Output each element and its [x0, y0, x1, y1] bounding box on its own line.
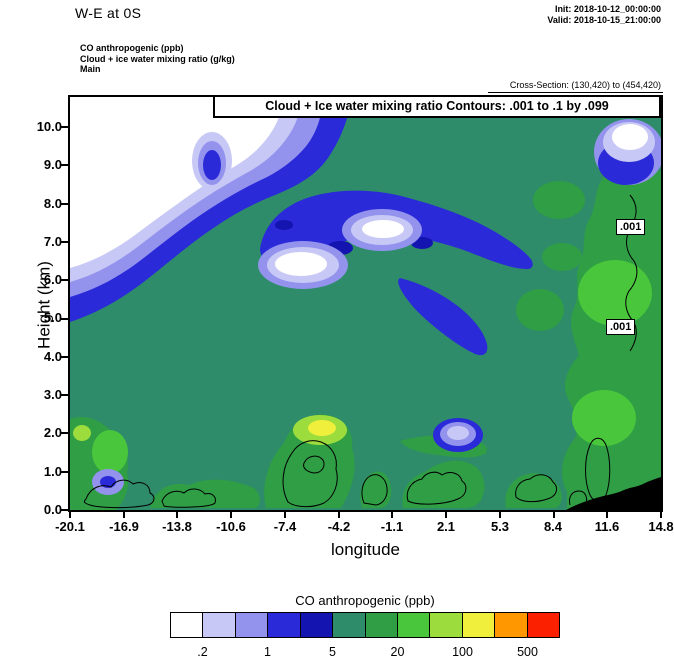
colorbar-cell — [170, 612, 204, 638]
x-tick-label: -20.1 — [55, 519, 85, 534]
colorbar-cell — [299, 612, 334, 638]
colorbar-tick-label: .2 — [197, 645, 208, 659]
y-tick-mark — [60, 279, 69, 281]
y-tick-label: 6.0 — [43, 272, 62, 287]
x-tick-label: -16.9 — [109, 519, 139, 534]
x-tick-mark — [660, 510, 662, 518]
colorbar-tick-label: 1 — [264, 645, 271, 659]
colorbar-cell — [332, 612, 366, 638]
x-tick-label: -10.6 — [216, 519, 246, 534]
colorbar-cell — [526, 612, 561, 638]
colorbar-cell — [429, 612, 463, 638]
co-fill-field — [70, 97, 661, 510]
x-tick-mark — [284, 510, 286, 518]
y-tick-mark — [60, 471, 69, 473]
y-tick-mark — [60, 509, 69, 511]
colorbar-cell — [267, 612, 301, 638]
x-tick-label: -1.1 — [380, 519, 404, 534]
colorbar-cell — [396, 612, 431, 638]
colorbar-cell — [202, 612, 236, 638]
y-tick-mark — [60, 432, 69, 434]
field-info-block: CO anthropogenic (ppb) Cloud + ice water… — [80, 43, 235, 75]
x-tick-mark — [445, 510, 447, 518]
y-tick-label: 2.0 — [43, 425, 62, 440]
y-tick-label: 9.0 — [43, 157, 62, 172]
cross-section-rule — [488, 92, 663, 93]
x-tick-label: 11.6 — [594, 519, 620, 534]
x-tick-label: 2.1 — [436, 519, 456, 534]
y-tick-label: 1.0 — [43, 464, 62, 479]
valid-time: Valid: 2018-10-15_21:00:00 — [547, 15, 661, 25]
x-tick-label: 5.3 — [490, 519, 510, 534]
x-tick-label: -7.4 — [273, 519, 297, 534]
init-time: Init: 2018-10-12_00:00:00 — [554, 4, 661, 14]
x-tick-mark — [338, 510, 340, 518]
colorbar-tick-label: 500 — [517, 645, 538, 659]
x-tick-label: 14.8 — [648, 519, 674, 534]
colorbar-cell — [461, 612, 496, 638]
y-tick-mark — [60, 203, 69, 205]
y-tick-mark — [60, 164, 69, 166]
x-tick-mark — [391, 510, 393, 518]
colorbar-tick-label: 100 — [452, 645, 473, 659]
y-tick-label: 10.0 — [36, 119, 62, 134]
y-tick-mark — [60, 394, 69, 396]
y-tick-label: 8.0 — [43, 196, 62, 211]
contour-note-box: Cloud + Ice water mixing ratio Contours:… — [213, 95, 661, 118]
cross-section-plot: .001 .001 — [68, 95, 663, 512]
y-tick-label: 5.0 — [43, 310, 62, 325]
x-tick-label: -13.8 — [162, 519, 192, 534]
x-tick-mark — [176, 510, 178, 518]
contour-field-plot — [70, 97, 661, 510]
y-tick-label: 4.0 — [43, 349, 62, 364]
colorbar — [170, 612, 561, 638]
init-valid-block: Init: 2018-10-12_00:00:00 Valid: 2018-10… — [547, 4, 661, 26]
x-tick-label: -4.2 — [327, 519, 351, 534]
x-tick-mark — [123, 510, 125, 518]
fill-field-name: CO anthropogenic (ppb) — [80, 43, 184, 53]
x-tick-mark — [230, 510, 232, 518]
colorbar-cell — [494, 612, 528, 638]
y-tick-label: 0.0 — [43, 502, 62, 517]
x-axis-title: longitude — [330, 540, 400, 559]
colorbar-cell — [234, 612, 269, 638]
colorbar-labels: .2 1 5 20 100 500 — [170, 645, 560, 660]
y-tick-label: 7.0 — [43, 234, 62, 249]
colorbar-title: CO anthropogenic (ppb) — [295, 593, 435, 608]
contour-field-name: Cloud + ice water mixing ratio (g/kg) — [80, 53, 235, 64]
x-tick-mark — [69, 510, 71, 518]
colorbar-cell — [364, 612, 398, 638]
contour-value-label: .001 — [616, 219, 646, 235]
contour-value-label: .001 — [606, 319, 636, 335]
y-tick-mark — [60, 356, 69, 358]
x-tick-mark — [499, 510, 501, 518]
colorbar-tick-label: 20 — [390, 645, 405, 659]
terrain-shape — [566, 477, 661, 510]
cross-section-label: Cross-Section: (130,420) to (454,420) — [509, 80, 661, 90]
x-tick-mark — [606, 510, 608, 518]
y-tick-mark — [60, 126, 69, 128]
y-tick-mark — [60, 241, 69, 243]
y-tick-label: 3.0 — [43, 387, 62, 402]
model-name: Main — [80, 64, 101, 74]
figure-title: W-E at 0S — [75, 5, 142, 21]
y-tick-mark — [60, 318, 69, 320]
colorbar-tick-label: 5 — [329, 645, 336, 659]
x-tick-label: 8.4 — [543, 519, 563, 534]
x-tick-mark — [553, 510, 555, 518]
